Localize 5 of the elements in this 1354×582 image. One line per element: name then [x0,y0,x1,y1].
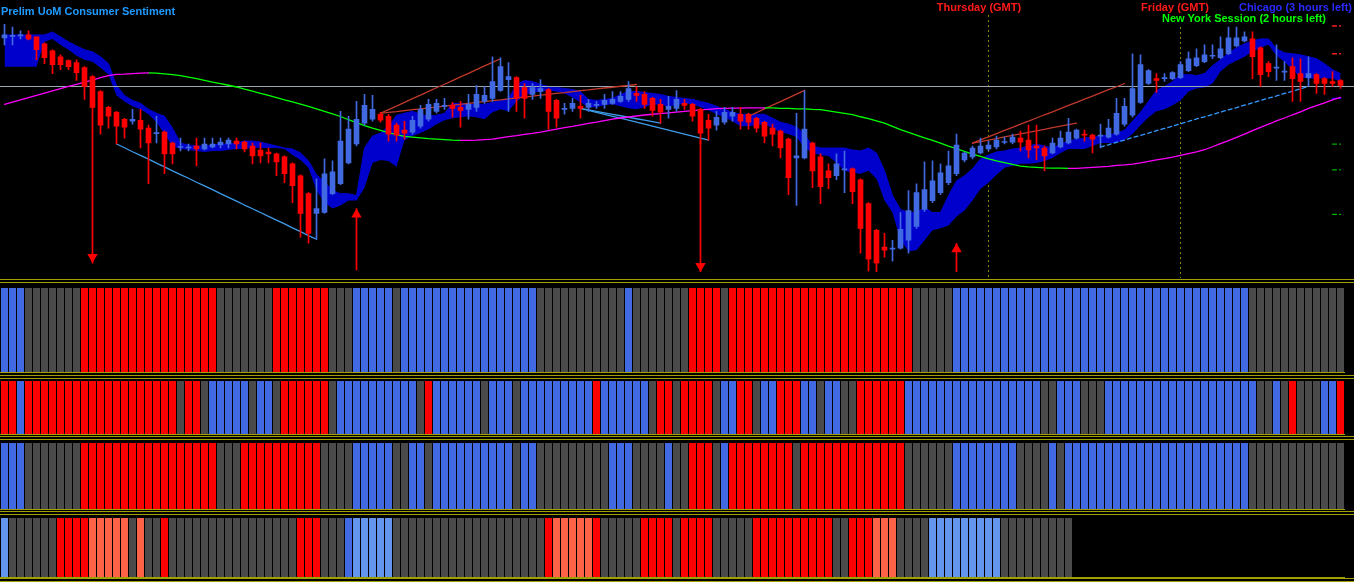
text: Prelim UoM Consumer Sentiment [1,5,176,17]
annotation: New York Session (2 hours left) [1161,12,1327,24]
text: Thursday (GMT) [936,1,1022,13]
text: Chicago (3 hours left) [1238,1,1353,13]
text: Friday (GMT) [1141,1,1210,13]
